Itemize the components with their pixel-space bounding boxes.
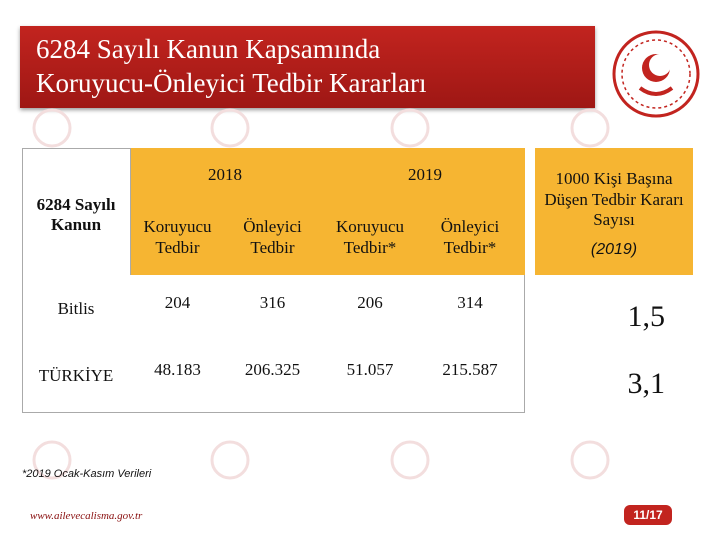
rate-year: (2019)	[590, 241, 638, 259]
rate-header-fill	[535, 148, 693, 275]
rate-value: 1,5	[627, 300, 666, 333]
sub-header: Önleyici Tedbir*	[440, 217, 500, 257]
sub-header: Koruyucu Tedbir*	[336, 217, 404, 257]
header-fill	[130, 148, 525, 275]
cell-value: 48.183	[154, 359, 201, 379]
title: 6284 Sayılı Kanun Kapsamında	[36, 34, 381, 64]
cell-value: 215.587	[442, 359, 498, 379]
year-header: 2018	[208, 164, 242, 184]
corner-header: 6284 Sayılı Kanun	[36, 194, 116, 234]
title-band	[20, 26, 595, 108]
year-header: 2019	[408, 164, 442, 184]
cell-value: 314	[457, 292, 483, 312]
url: www.ailevecalisma.gov.tr	[30, 510, 143, 522]
cell-value: 316	[259, 292, 286, 312]
row-label: TÜRKİYE	[38, 365, 114, 385]
sub-header: Önleyici Tedbir	[243, 217, 302, 257]
row-label: Bitlis	[57, 298, 95, 318]
page-number: 11/17	[624, 505, 672, 525]
cell-value: 204	[164, 292, 191, 312]
cell-value: 51.057	[346, 359, 394, 379]
divider	[130, 148, 131, 275]
rate-value: 3,1	[627, 367, 666, 400]
rate-header: 1000 Kişi Başına Düşen Tedbir Kararı Say…	[544, 169, 684, 230]
title: Koruyucu-Önleyici Tedbir Kararları	[36, 68, 427, 98]
footnote: *2019 Ocak-Kasım Verileri	[22, 468, 152, 480]
sub-header: Koruyucu Tedbir	[143, 217, 212, 257]
cell-value: 206	[357, 292, 383, 312]
logo	[612, 30, 700, 118]
cell-value: 206.325	[244, 359, 301, 379]
